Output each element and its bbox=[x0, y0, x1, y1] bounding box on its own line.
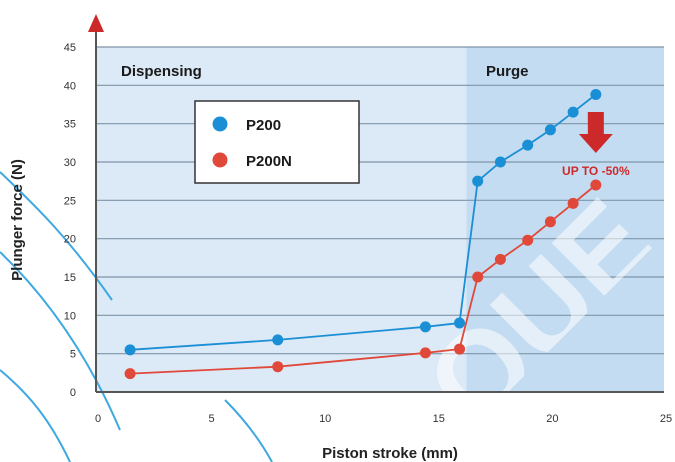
data-point-p200n bbox=[567, 197, 579, 209]
decor-curve bbox=[0, 369, 71, 462]
x-axis-title: Piston stroke (mm) bbox=[322, 445, 458, 462]
data-point-p200n bbox=[472, 271, 484, 283]
y-tick-label: 20 bbox=[64, 234, 76, 246]
legend-label-p200n: P200N bbox=[246, 153, 292, 170]
region-purge-bg bbox=[466, 47, 664, 392]
x-tick-label: 25 bbox=[660, 413, 672, 425]
y-tick-label: 0 bbox=[70, 387, 76, 399]
x-tick-label: 15 bbox=[433, 413, 445, 425]
legend-box bbox=[194, 100, 360, 184]
data-point-p200n bbox=[522, 234, 534, 246]
legend-marker-p200n bbox=[212, 152, 228, 168]
decor-curve bbox=[224, 399, 273, 462]
data-point-p200 bbox=[419, 321, 431, 333]
data-point-p200 bbox=[522, 139, 534, 151]
data-point-p200n bbox=[419, 347, 431, 359]
y-axis-arrowhead bbox=[88, 14, 104, 32]
x-tick-label: 0 bbox=[95, 413, 101, 425]
y-tick-label: 10 bbox=[64, 310, 76, 322]
y-tick-label: 35 bbox=[64, 119, 76, 131]
legend-label-p200: P200 bbox=[246, 117, 281, 134]
data-point-p200n bbox=[124, 368, 136, 380]
x-tick-label: 20 bbox=[546, 413, 558, 425]
data-point-p200n bbox=[590, 179, 602, 191]
data-point-p200 bbox=[124, 344, 136, 356]
data-point-p200n bbox=[544, 216, 556, 228]
region-label-dispensing: Dispensing bbox=[121, 63, 202, 80]
y-tick-label: 5 bbox=[70, 349, 76, 361]
x-tick-label: 5 bbox=[209, 413, 215, 425]
y-tick-label: 45 bbox=[64, 42, 76, 54]
reduction-arrow-icon bbox=[578, 112, 613, 153]
data-point-p200 bbox=[272, 334, 284, 346]
series-line-p200n bbox=[130, 184, 597, 375]
data-point-p200 bbox=[544, 124, 556, 136]
data-point-p200 bbox=[590, 89, 602, 101]
data-point-p200 bbox=[494, 156, 506, 168]
y-axis-title: Plunger force (N) bbox=[9, 159, 26, 281]
data-point-p200 bbox=[454, 317, 466, 329]
data-point-p200n bbox=[494, 253, 506, 265]
x-tick-label: 10 bbox=[319, 413, 331, 425]
decor-curve bbox=[0, 171, 113, 301]
reduction-annotation: UP TO -50% bbox=[562, 164, 630, 178]
series-line-p200 bbox=[130, 93, 597, 351]
data-point-p200 bbox=[567, 106, 579, 118]
data-point-p200 bbox=[472, 175, 484, 187]
decor-curve bbox=[0, 251, 121, 431]
y-tick-label: 25 bbox=[64, 195, 76, 207]
y-tick-label: 40 bbox=[64, 80, 76, 92]
data-point-p200n bbox=[272, 361, 284, 373]
data-point-p200n bbox=[454, 343, 466, 355]
y-tick-label: 15 bbox=[64, 272, 76, 284]
y-tick-label: 30 bbox=[64, 157, 76, 169]
legend-marker-p200 bbox=[212, 116, 228, 132]
region-label-purge: Purge bbox=[486, 63, 529, 80]
